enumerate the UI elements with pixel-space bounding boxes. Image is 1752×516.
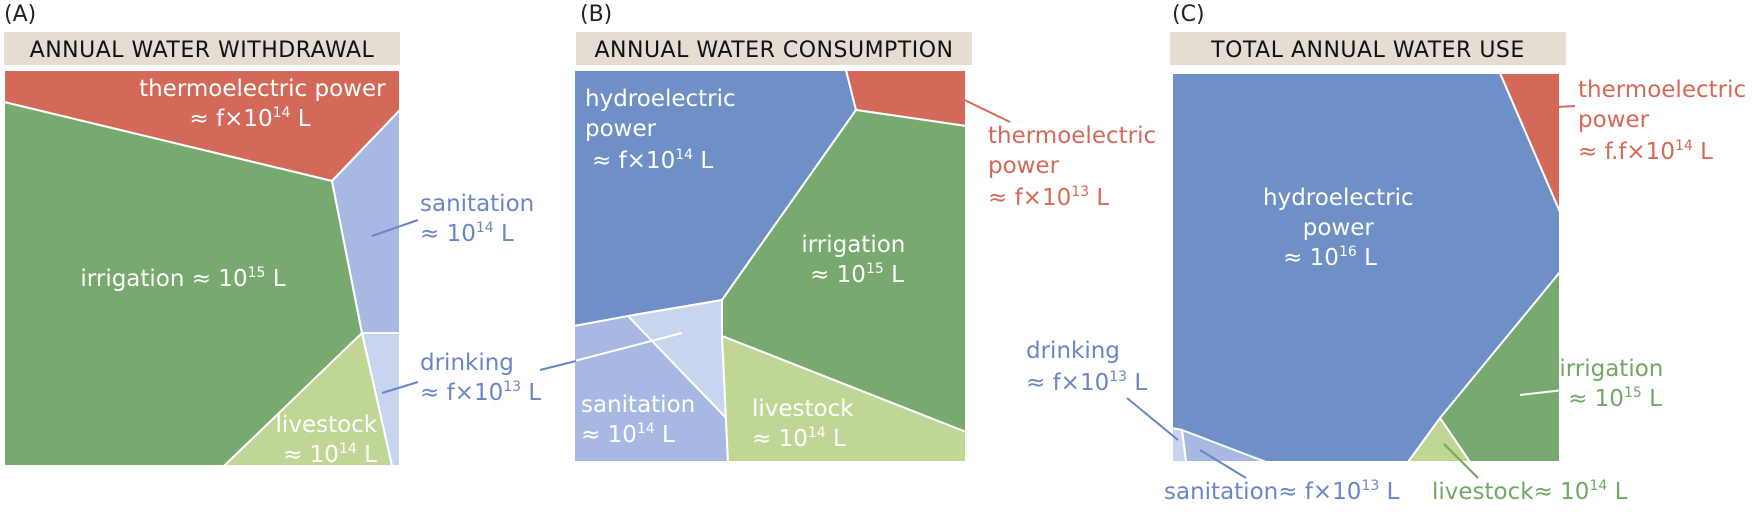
panel-c: (C) TOTAL ANNUAL WATER USE hydroelectric… xyxy=(1026,2,1752,505)
panel-a-drinking-leader xyxy=(381,381,419,394)
panel-a-letter: (A) xyxy=(4,2,36,27)
panel-c-irrigation-label: irrigation ≈ 1015 L xyxy=(1559,356,1670,412)
panel-a-thermoelectric-label: thermoelectric power ≈ f×1014 L xyxy=(139,76,393,132)
panel-c-hydroelectric-label: hydroelectric power ≈ 1016 L xyxy=(1263,185,1421,271)
panel-a-sanitation-leader xyxy=(371,219,419,237)
panel-c-livestock-leader xyxy=(1443,443,1479,479)
panel-c-sanitation-leader xyxy=(1199,449,1247,479)
panel-c-irrigation-leader xyxy=(1519,386,1591,396)
panel-b-thermoelectric-label: thermoelectric power ≈ f×1013 L xyxy=(988,123,1163,211)
panel-c-thermoelectric-leader xyxy=(1539,105,1576,109)
panel-c-livestock-region xyxy=(1406,416,1472,463)
panel-c-drinking-leader xyxy=(1126,397,1179,441)
panel-c-letter: (C) xyxy=(1172,2,1205,27)
panel-c-thermoelectric-label: thermoelectric power ≈ f.f×1014 L xyxy=(1578,77,1752,165)
panel-b-livestock-label: livestock ≈ 1014 L xyxy=(752,396,861,452)
panel-a-sanitation-label: sanitation ≈ 1014 L xyxy=(420,191,542,247)
panel-a: (A) ANNUAL WATER WITHDRAWAL thermoelectr… xyxy=(3,2,542,468)
panel-b-livestock-region xyxy=(720,334,967,463)
drinking-leader-blue xyxy=(539,360,577,371)
panel-b-title: ANNUAL WATER CONSUMPTION xyxy=(594,38,953,63)
panel-b-sanitation-label: sanitation ≈ 1014 L xyxy=(581,392,703,448)
panel-c-drinking-label: drinking ≈ f×1013 L xyxy=(1026,338,1147,396)
panel-c-livestock-label: livestock≈ 1014 L xyxy=(1432,478,1628,505)
panel-b-letter: (B) xyxy=(580,2,612,27)
panel-a-livestock-region xyxy=(221,331,394,467)
panel-b-hydroelectric-label: hydroelectric power ≈ f×1014 L xyxy=(585,86,743,174)
panel-a-livestock-label: livestock ≈ 1014 L xyxy=(276,412,385,468)
panel-b: (B) ANNUAL WATER CONSUMPTION hydroelectr… xyxy=(539,2,1163,463)
panel-a-irrigation-label: irrigation ≈ 1015 L xyxy=(80,265,285,292)
panel-c-title-background xyxy=(1170,32,1566,65)
panel-a-title-background xyxy=(4,32,400,65)
panel-c-title: TOTAL ANNUAL WATER USE xyxy=(1210,38,1525,63)
panel-c-drinking-region xyxy=(1171,426,1188,463)
panel-a-drinking-label: drinking ≈ f×1013 L xyxy=(420,350,541,406)
panel-a-title: ANNUAL WATER WITHDRAWAL xyxy=(30,38,375,63)
panel-b-title-background xyxy=(576,32,972,65)
panel-c-sanitation-label: sanitation≈ f×1013 L xyxy=(1164,478,1400,505)
panel-b-thermoelectric-leader xyxy=(947,91,1011,123)
panel-b-irrigation-label: irrigation ≈ 1015 L xyxy=(801,232,912,288)
